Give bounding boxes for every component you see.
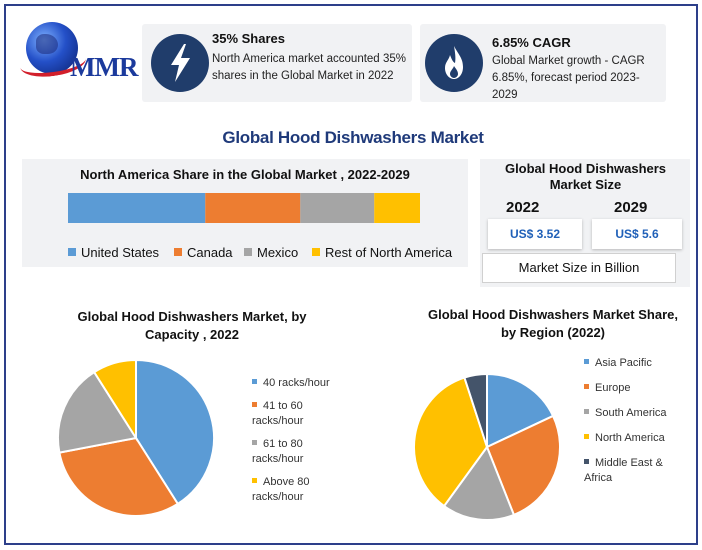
bar-segment-3	[374, 193, 420, 223]
flame-icon	[425, 34, 483, 92]
infographic-frame: MMR 35% Shares North America market acco…	[4, 4, 698, 545]
cagr-title: 6.85% CAGR	[492, 35, 571, 50]
legend-label: Middle East & Africa	[584, 457, 663, 484]
legend-label: 61 to 80 racks/hour	[252, 438, 304, 465]
legend-item: North America	[584, 431, 680, 446]
na-chart-title: North America Share in the Global Market…	[80, 167, 410, 182]
bar-segment-2	[300, 193, 375, 223]
legend-label: South America	[595, 407, 667, 419]
capacity-chart-title: Global Hood Dishwashers Market, by Capac…	[77, 309, 307, 342]
region-pie	[413, 372, 561, 521]
pie-slice-3	[92, 358, 137, 442]
pie-slice-1	[485, 414, 561, 517]
shares-text: North America market accounted 35% share…	[212, 53, 406, 82]
region-legend: Asia Pacific Europe South America North Ame…	[584, 356, 680, 496]
pie-slice-2	[442, 444, 516, 521]
legend-item: 40 racks/hour	[252, 376, 348, 391]
year-2029: 2029	[614, 199, 648, 216]
cagr-text: Global Market growth - CAGR 6.85%, forec…	[492, 55, 645, 101]
capacity-legend: 40 racks/hour 41 to 60 racks/hour 61 to 80…	[252, 376, 348, 513]
region-chart-title: Global Hood Dishwashers Market Share, by…	[426, 306, 680, 342]
capacity-pie	[57, 358, 215, 517]
pie-slice-4	[463, 372, 488, 448]
legend-item: Middle East & Africa	[584, 456, 680, 486]
legend-rest-na: Rest of North America	[312, 245, 452, 260]
cagr-card: 6.85% CAGR Global Market growth - CAGR 6…	[420, 24, 666, 102]
globe-icon	[26, 22, 78, 74]
market-size-panel: Global Hood Dishwashers Market Size 2022…	[480, 159, 690, 287]
shares-card: 35% Shares North America market accounte…	[142, 24, 412, 102]
bar-segment-1	[205, 193, 301, 223]
value-2029: US$ 5.6	[592, 219, 682, 249]
mmr-logo: MMR	[18, 20, 140, 90]
legend-label: Asia Pacific	[595, 357, 652, 369]
value-2022: US$ 3.52	[488, 219, 582, 249]
na-share-panel: North America Share in the Global Market…	[22, 159, 468, 267]
bar-segment-0	[68, 193, 206, 223]
page-title: Global Hood Dishwashers Market	[222, 128, 484, 147]
na-stacked-bar	[68, 193, 420, 223]
shares-title: 35% Shares	[212, 31, 285, 46]
legend-label: North America	[595, 432, 665, 444]
year-2022: 2022	[506, 199, 540, 216]
lightning-icon	[151, 34, 209, 92]
legend-item: 41 to 60 racks/hour	[252, 399, 348, 429]
legend-item: Europe	[584, 381, 680, 396]
market-size-unit: Market Size in Billion	[482, 253, 676, 283]
legend-canada: Canada	[174, 245, 233, 260]
pie-slice-1	[58, 436, 180, 517]
legend-item: 61 to 80 racks/hour	[252, 437, 348, 467]
region-chart-title-text: Global Hood Dishwashers Market Share, by…	[428, 307, 678, 340]
legend-us: United States	[68, 245, 159, 260]
pie-slice-2	[57, 370, 138, 454]
legend-label: 41 to 60 racks/hour	[252, 400, 304, 427]
legend-label: Europe	[595, 382, 631, 394]
legend-item: Above 80 racks/hour	[252, 475, 348, 505]
legend-label: Above 80 racks/hour	[252, 476, 310, 503]
legend-mexico: Mexico	[244, 245, 298, 260]
legend-item: Asia Pacific	[584, 356, 680, 371]
legend-label: 40 racks/hour	[263, 377, 330, 389]
legend-item: South America	[584, 406, 680, 421]
market-size-title: Global Hood Dishwashers Market Size	[504, 161, 667, 192]
pie-slice-3	[413, 376, 489, 508]
pie-slice-0	[486, 372, 555, 449]
logo-text: MMR	[70, 52, 138, 82]
